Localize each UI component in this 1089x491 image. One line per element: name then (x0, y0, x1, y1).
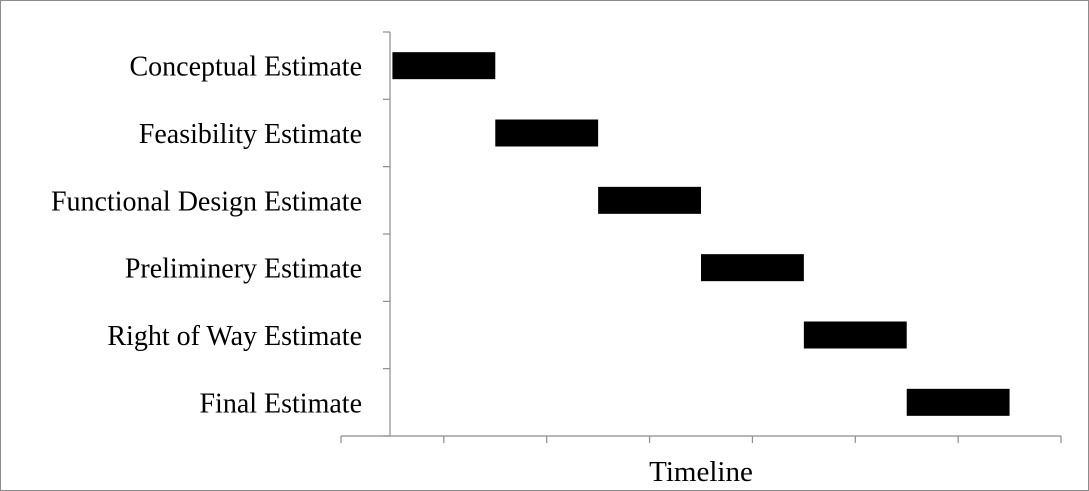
bar-functional-design-estimate (598, 186, 701, 214)
category-label: Conceptual Estimate (130, 52, 363, 83)
bars-layer (392, 52, 1010, 416)
bar-final-estimate (906, 388, 1010, 416)
bar-feasibility-estimate (495, 119, 599, 147)
category-label: Right of Way Estimate (107, 321, 362, 352)
bar-conceptual-estimate (392, 52, 496, 80)
x-axis-title: Timeline (649, 456, 753, 488)
axes-layer (340, 31, 1062, 443)
category-label: Final Estimate (199, 388, 362, 419)
bar-right-of-way-estimate (803, 321, 907, 349)
bar-preliminery-estimate (701, 254, 804, 282)
category-label: Preliminery Estimate (125, 254, 362, 285)
category-label: Functional Design Estimate (51, 186, 362, 217)
category-labels-layer: Conceptual Estimate Feasibility Estimate F… (51, 52, 362, 420)
category-label: Feasibility Estimate (139, 119, 362, 150)
